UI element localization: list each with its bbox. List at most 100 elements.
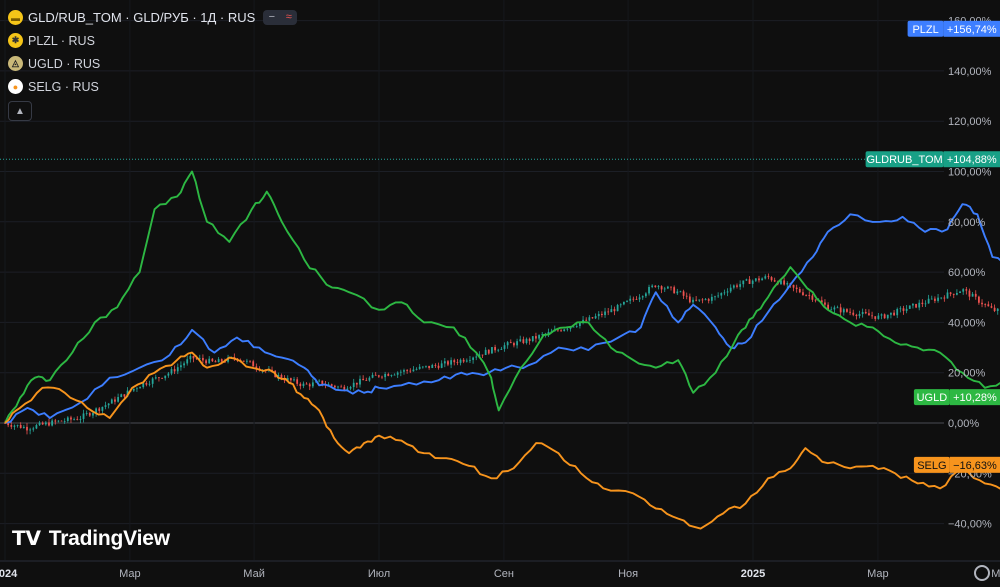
selg-logo-icon: ●	[8, 79, 23, 94]
candle-body	[833, 307, 836, 310]
candle-body	[868, 313, 870, 316]
candle-body	[321, 380, 324, 385]
series-value-labels: PLZL +156,74% GLDRUB_TOM +104,88% UGLD +10,28…	[865, 20, 1000, 473]
candle-body	[475, 356, 478, 358]
tradingview-logo[interactable]: 𝗧𝗩 TradingView	[12, 526, 170, 551]
series-controls[interactable]: − ≈	[263, 10, 298, 25]
candle-body	[635, 299, 638, 300]
candle-body	[538, 335, 540, 339]
candle-body	[406, 370, 409, 371]
candle-body	[729, 287, 732, 292]
y-tick-label: 140,00%	[948, 66, 992, 78]
candle-body	[629, 298, 632, 301]
value-label-name-plzl: PLZL	[912, 24, 938, 36]
candle-body	[117, 397, 119, 402]
candle-body	[308, 384, 311, 387]
candle-body	[327, 384, 330, 386]
legend-main[interactable]: ▬ GLD/RUB_TOM · GLD/РУБ · 1Д · RUS − ≈	[8, 6, 298, 29]
candle-body	[123, 394, 126, 397]
candle-body	[41, 422, 44, 425]
gear-icon[interactable]	[974, 565, 990, 581]
candle-body	[403, 370, 405, 372]
value-label-value-selg: −16,63%	[953, 460, 997, 472]
candle-body	[173, 369, 176, 372]
candle-body	[682, 291, 685, 296]
candle-body	[440, 363, 443, 368]
chevron-up-icon: ▲	[15, 105, 25, 117]
candle-body	[679, 291, 682, 293]
candle-body	[560, 330, 562, 332]
candle-body	[880, 314, 883, 316]
candle-body	[572, 326, 575, 328]
candle-body	[905, 308, 908, 311]
candle-body	[937, 297, 939, 301]
candle-body	[924, 303, 927, 305]
candle-body	[575, 326, 578, 327]
main-symbol-title[interactable]: GLD/RUB_TOM · GLD/РУБ · 1Д · RUS	[28, 10, 256, 25]
ugld-logo-icon: ◬	[8, 56, 23, 71]
candle-body	[255, 366, 258, 369]
candle-body	[192, 356, 195, 359]
candle-body	[908, 305, 911, 309]
candle-body	[246, 360, 248, 362]
legend-label-selg[interactable]: SELG · RUS	[28, 79, 99, 94]
minus-icon[interactable]: −	[268, 11, 276, 23]
candle-body	[720, 293, 723, 296]
candle-body	[591, 317, 594, 319]
candle-body	[940, 297, 943, 299]
candle-body	[666, 286, 669, 289]
candle-body	[409, 370, 412, 372]
legend-item-selg[interactable]: ● SELG · RUS	[8, 75, 297, 98]
candle-body	[95, 408, 98, 413]
candle-body	[792, 284, 795, 288]
candle-body	[522, 339, 525, 343]
candle-body	[35, 425, 38, 429]
candle-body	[57, 420, 60, 422]
candle-body	[990, 306, 993, 308]
candle-body	[399, 371, 402, 373]
tv-logo-icon: 𝗧𝗩	[12, 528, 41, 550]
candle-body	[852, 312, 855, 315]
candle-body	[368, 377, 371, 381]
series-line-plzl	[4, 203, 1000, 424]
candle-body	[717, 295, 720, 297]
candle-body	[541, 334, 544, 336]
legend-item-plzl[interactable]: ✱ PLZL · RUS	[8, 29, 297, 52]
value-label-value-ugld: +10,28%	[953, 392, 997, 404]
candle-body	[861, 312, 864, 315]
candle-body	[616, 304, 619, 312]
candle-body	[732, 285, 735, 288]
candle-body	[500, 348, 503, 350]
candle-body	[648, 286, 650, 294]
wave-icon[interactable]: ≈	[285, 11, 292, 23]
candle-body	[519, 339, 522, 342]
legend-label-ugld[interactable]: UGLD · RUS	[28, 56, 101, 71]
candle-body	[16, 424, 19, 426]
candle-body	[899, 308, 902, 310]
candle-body	[943, 297, 946, 299]
candle-body	[934, 298, 936, 301]
candle-body	[780, 280, 782, 285]
candle-body	[44, 422, 47, 425]
time-axis: 2024МарМайИюлСенНоя2025МарМайИюлСенНоя20…	[0, 560, 1000, 580]
candle-body	[811, 295, 814, 300]
candle-body	[484, 349, 487, 356]
candle-body	[663, 288, 666, 290]
legend-item-ugld[interactable]: ◬ UGLD · RUS	[8, 52, 297, 75]
candle-body	[761, 278, 764, 281]
candle-body	[205, 360, 207, 364]
candle-body	[569, 326, 572, 329]
candle-body	[946, 292, 949, 299]
candle-body	[425, 365, 427, 367]
candle-body	[202, 357, 204, 361]
candle-body	[280, 374, 283, 379]
candle-body	[453, 360, 456, 363]
candle-body	[557, 329, 559, 331]
candle-body	[930, 298, 933, 300]
x-tick-label: Ноя	[618, 568, 638, 580]
collapse-legend-button[interactable]: ▲	[8, 101, 32, 121]
value-label-name-bg	[865, 151, 944, 168]
legend-label-plzl[interactable]: PLZL · RUS	[28, 33, 95, 48]
candle-body	[211, 358, 214, 362]
